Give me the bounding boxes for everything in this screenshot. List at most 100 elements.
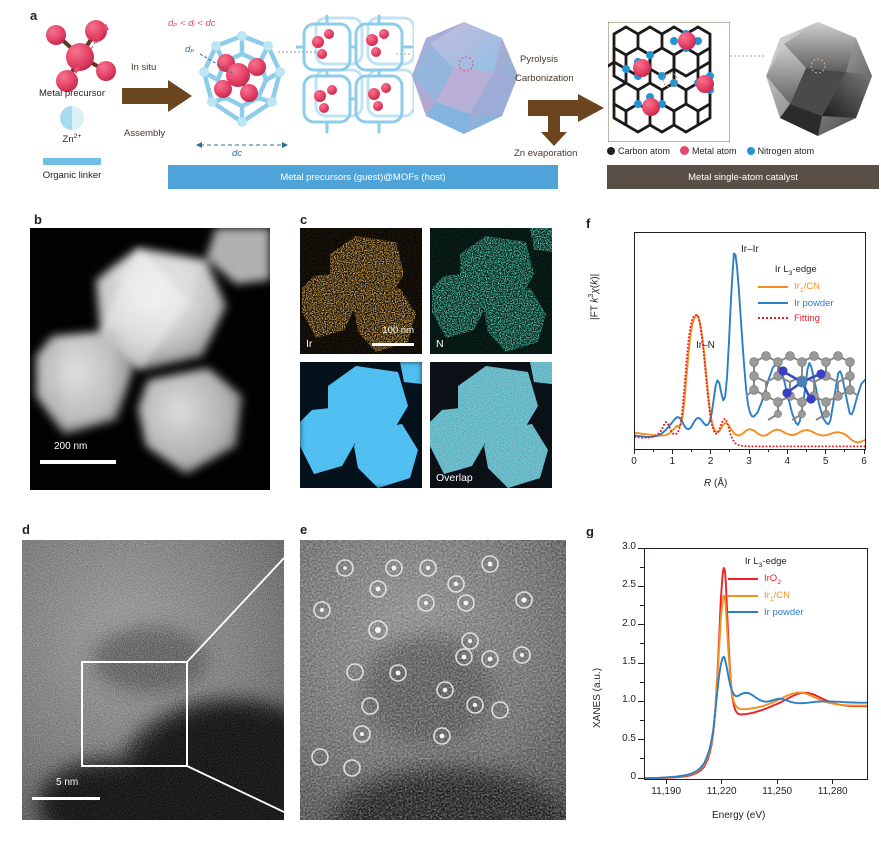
mof-lattice-diagram	[296, 14, 414, 134]
panel-f-series-0	[635, 314, 865, 444]
zoom-connector-left-icon	[278, 51, 318, 53]
zoom-connector-sac-icon	[730, 55, 764, 57]
panel-f-xtick	[633, 449, 635, 454]
panel-g-legend-label-irpowder: Ir powder	[764, 606, 804, 618]
step-insitu-label: In situ	[131, 62, 157, 73]
panel-d-label: d	[22, 522, 30, 537]
panel-g-xticklabel: 11,250	[762, 786, 793, 797]
legend-carbon-atom: Carbon atom	[607, 146, 670, 156]
panel-g-label: g	[586, 524, 594, 539]
panel-g-xtick	[665, 779, 667, 784]
panel-f-xticklabel: 1	[669, 456, 676, 467]
panel-f-xtick-minor	[844, 449, 846, 452]
panel-g-chart: XANES (a.u.) Energy (eV) 11,190 11,220 11,…	[586, 538, 881, 838]
panel-g-series-2	[645, 655, 867, 779]
panel-g-yticklabel: 2.5	[622, 579, 636, 591]
panel-f-xtick	[786, 449, 788, 454]
metal-precursor-diagram	[46, 20, 116, 92]
panel-f-xticklabel: 6	[861, 456, 867, 467]
legend-nitrogen-atom: Nitrogen atom	[746, 146, 814, 156]
panel-f-legend-item-irpowder: Ir powder	[758, 298, 834, 309]
panel-g-ytick	[638, 547, 644, 549]
panel-g-xtick	[721, 779, 723, 784]
step-zn-evaporation-label: Zn evaporation	[514, 148, 578, 159]
eds-map-n: N	[430, 228, 552, 354]
organic-linker-swatch	[12, 158, 132, 165]
panel-g-legend: Ir L3-edge IrO2 Ir1/CN Ir powder	[728, 556, 804, 618]
panel-g-yticklabel: 1.5	[622, 656, 636, 667]
panel-f-xticklabel: 2	[707, 456, 714, 467]
band-mof-host: Metal precursors (guest)@MOFs (host)	[168, 165, 558, 189]
panel-b-sem-image: 200 nm	[30, 228, 270, 490]
panel-g-ytick	[638, 662, 644, 664]
zoom-connector-right-icon	[396, 53, 412, 55]
panel-f-legend-item-fitting: Fitting	[758, 313, 834, 324]
panel-g-xtick	[776, 779, 778, 784]
panel-f-series-2	[635, 314, 865, 448]
panel-f-xtick	[671, 449, 673, 454]
sac-polyhedron-icon	[766, 22, 872, 136]
eds-map-carbon	[300, 362, 422, 488]
zn-label: Zn2+	[12, 133, 132, 145]
panel-g-ytick	[638, 624, 644, 626]
panel-g-yticklabel: 0	[630, 771, 636, 782]
eds-map-overlap-svg	[430, 362, 552, 488]
panel-b-label: b	[34, 212, 42, 227]
panel-g-ytick-minor	[640, 681, 644, 683]
panel-g-plot-area	[644, 548, 868, 780]
panel-g-ytick-minor	[640, 720, 644, 721]
graphene-lattice-diagram	[608, 22, 730, 142]
eds-map-carbon-svg	[300, 362, 422, 488]
panel-g-ytick	[638, 739, 644, 741]
panel-g-xtick	[832, 779, 834, 784]
dimension-dp-label: dₚ	[185, 44, 195, 55]
panel-c-label: c	[300, 212, 308, 227]
zif-polyhedron-icon	[412, 22, 518, 134]
panel-f-xtick	[748, 449, 750, 454]
panel-g-yticklabel: 2.0	[622, 617, 636, 629]
legend-metal-atom: Metal atom	[680, 146, 737, 156]
panel-g-legend-title: Ir L3-edge	[744, 556, 787, 569]
panel-g-xticklabel: 11,190	[651, 786, 682, 797]
step-pyrolysis-label: Pyrolysis	[520, 54, 559, 65]
arrow-insitu-icon	[122, 80, 192, 112]
eds-map-ir: Ir 100 nm	[300, 228, 422, 354]
panel-f-xtick	[825, 449, 827, 454]
panel-g-ytick	[638, 585, 644, 587]
stem-overview-svg	[22, 540, 284, 820]
panel-f-xtick-minor	[729, 449, 731, 452]
panel-g-yticklabel: 0.5	[622, 732, 636, 744]
panel-f-legend-title: Ir L3-edge	[774, 264, 817, 277]
panel-f-legend-label-irpowder: Ir powder	[794, 297, 834, 309]
panel-g-ytick	[638, 700, 644, 702]
panel-f-xtick-minor	[691, 449, 692, 452]
panel-d-scalebar	[32, 797, 100, 800]
zn-ion-icon	[60, 106, 84, 130]
panel-f-xticklabel: 3	[746, 456, 752, 467]
eds-map-overlap: Overlap	[430, 362, 552, 488]
panel-f-legend-label-fitting: Fitting	[794, 312, 820, 324]
panel-f-inset-structure	[745, 351, 859, 421]
dc-arrow-icon	[196, 142, 288, 148]
panel-f-xtick	[710, 449, 712, 454]
atom-legend: Carbon atom Metal atom Nitrogen atom	[607, 146, 814, 156]
eds-map-ir-label: Ir	[306, 338, 313, 350]
panel-g-legend-label-ir1cn: Ir1/CN	[764, 589, 790, 603]
panel-e-stem-zoom	[300, 540, 566, 820]
panel-g-ytick	[638, 777, 644, 779]
panel-d-scalebar-text: 5 nm	[56, 777, 79, 788]
panel-f-chart: |FT k3χ(k)| R (Å) 0 1 2 3 4 5 6 Ir–N Ir–Ir Ir …	[586, 228, 881, 520]
panel-g-ytick-minor	[640, 643, 644, 645]
eds-map-ir-svg	[300, 228, 422, 354]
panel-f-label: f	[586, 216, 591, 231]
panel-g-legend-item-iro2: IrO2	[728, 573, 804, 586]
panel-f-xtick-minor	[806, 449, 807, 452]
panel-g-ytick-minor	[640, 758, 644, 760]
panel-g-yticklabel: 1.0	[622, 694, 636, 706]
eds-map-n-svg	[430, 228, 552, 354]
panel-b-scalebar	[40, 460, 116, 464]
panel-f-series-1	[635, 252, 865, 438]
zn-charge: 2+	[73, 133, 82, 140]
zn-symbol: Zn	[62, 134, 74, 146]
